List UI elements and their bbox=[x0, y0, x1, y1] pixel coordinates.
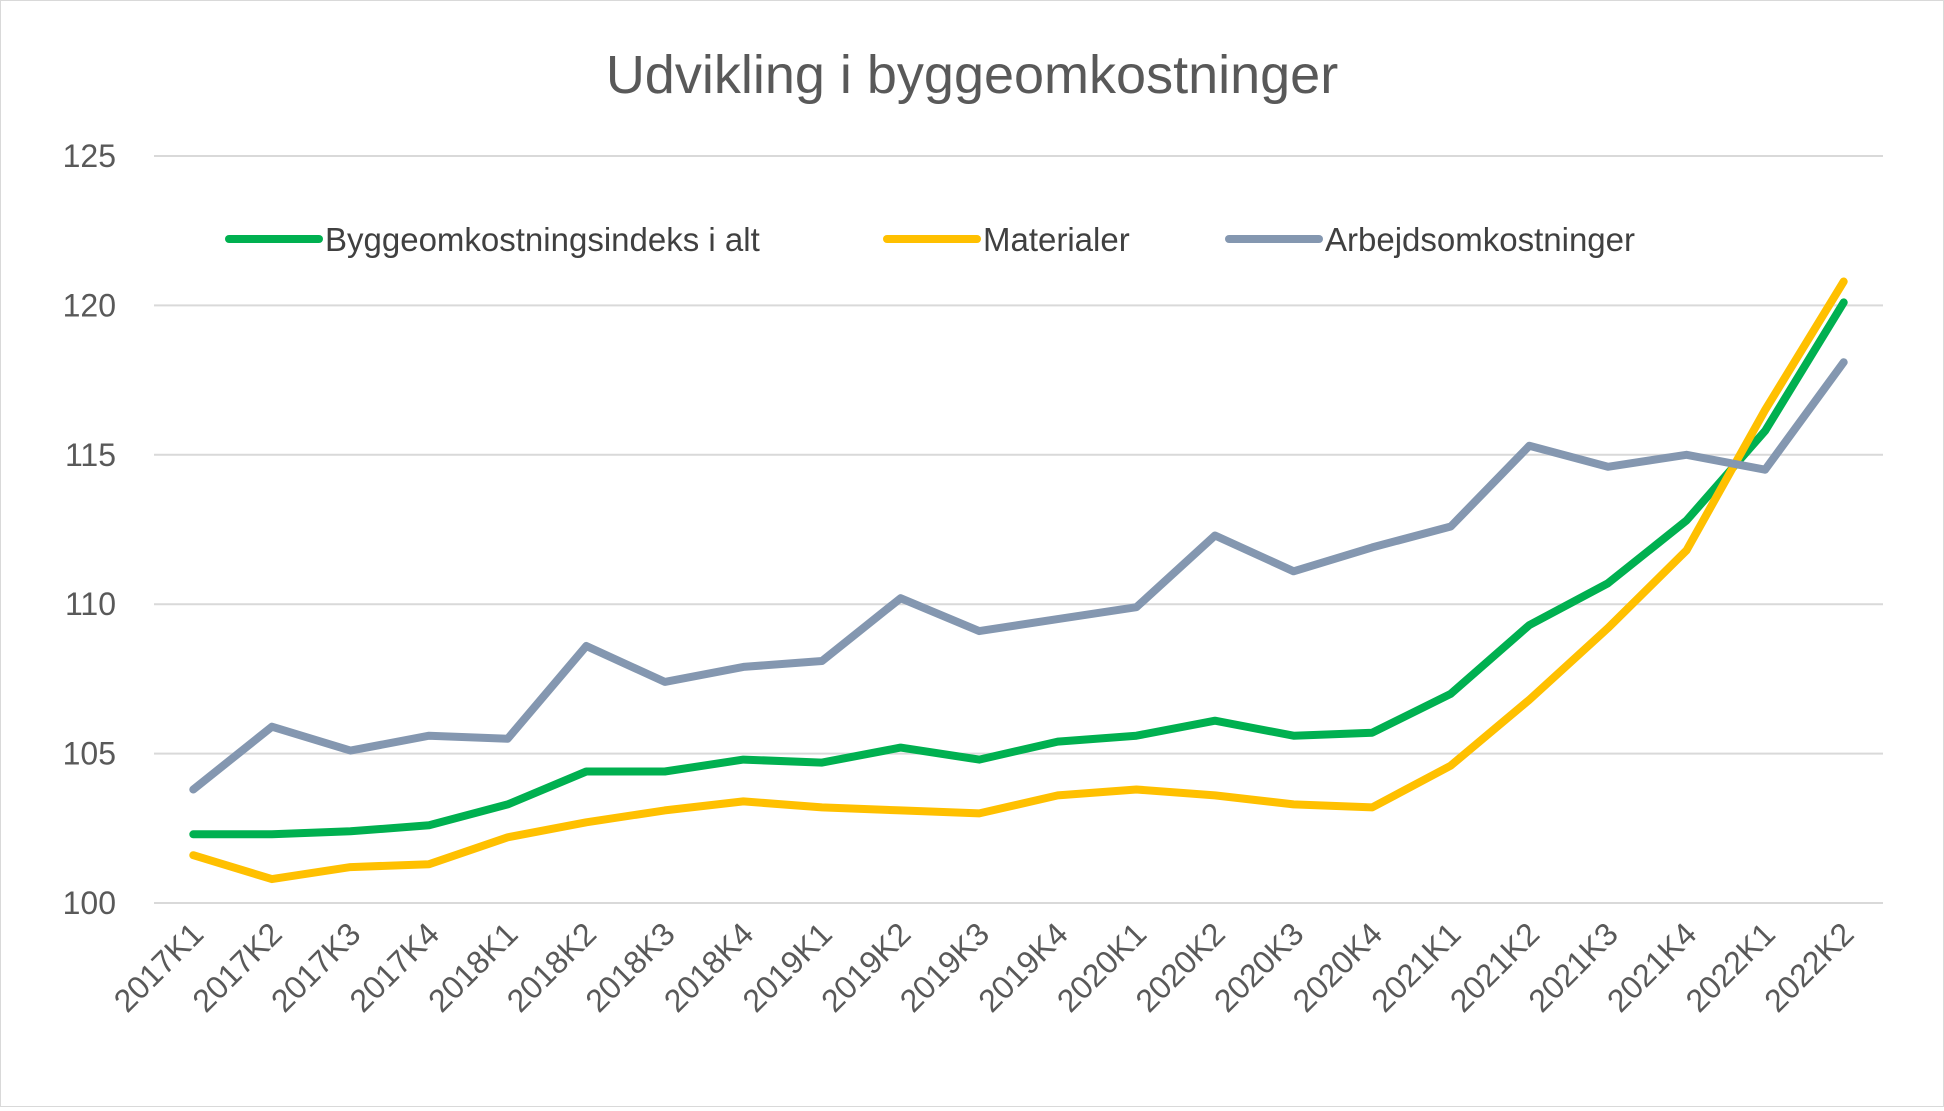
x-axis-ticks: 2017K12017K22017K32017K42018K12018K22018… bbox=[107, 915, 1861, 1018]
chart-title: Udvikling i byggeomkostninger bbox=[606, 45, 1338, 105]
legend[interactable]: Byggeomkostningsindeks i alt Materialer Ar… bbox=[225, 221, 1635, 258]
y-axis-ticks: 100 105 110 115 120 125 bbox=[63, 138, 116, 921]
y-tick-label: 105 bbox=[63, 736, 116, 772]
legend-label: Materialer bbox=[983, 221, 1130, 258]
series-line-2 bbox=[189, 277, 1848, 884]
series-line-1 bbox=[189, 298, 1848, 839]
series-line-3 bbox=[189, 358, 1848, 794]
legend-item-2[interactable]: Materialer bbox=[883, 221, 1130, 258]
gridlines bbox=[154, 155, 1883, 904]
legend-label: Byggeomkostningsindeks i alt bbox=[325, 221, 760, 258]
legend-label: Arbejdsomkostninger bbox=[1325, 221, 1635, 258]
y-tick-label: 120 bbox=[63, 287, 116, 323]
y-tick-label: 125 bbox=[63, 138, 116, 174]
x-tick-label: 2022K2 bbox=[1757, 915, 1860, 1018]
y-tick-label: 110 bbox=[65, 586, 116, 622]
y-tick-label: 100 bbox=[63, 885, 116, 921]
y-tick-label: 115 bbox=[65, 437, 116, 473]
legend-item-1[interactable]: Byggeomkostningsindeks i alt bbox=[225, 221, 760, 258]
legend-item-3[interactable]: Arbejdsomkostninger bbox=[1225, 221, 1635, 258]
series-lines bbox=[189, 277, 1848, 884]
